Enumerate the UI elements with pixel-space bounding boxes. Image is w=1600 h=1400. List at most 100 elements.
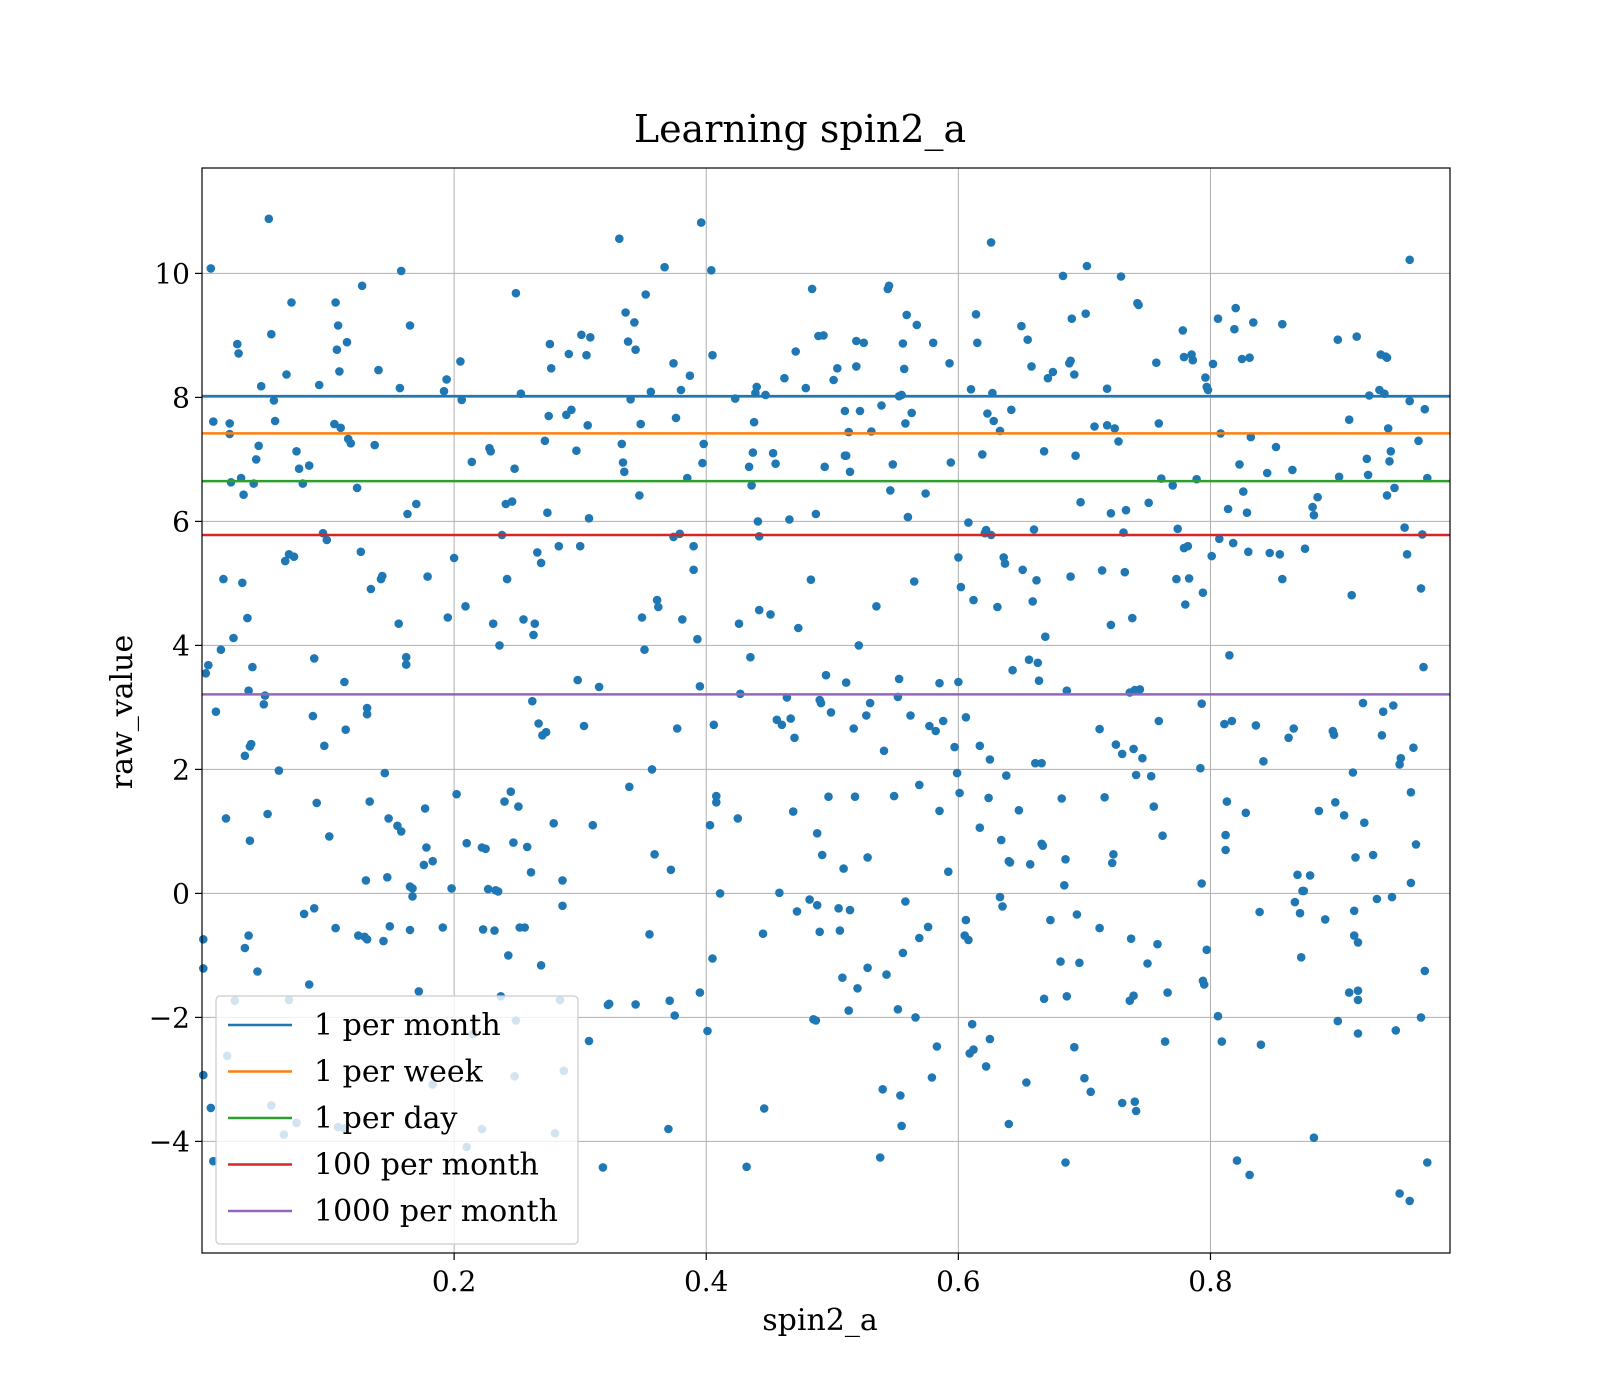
data-point [889, 791, 899, 801]
data-point [1154, 716, 1164, 726]
data-point [747, 481, 756, 490]
data-point [950, 742, 959, 752]
data-point [1071, 451, 1080, 461]
data-point [331, 298, 340, 307]
data-point [1056, 957, 1065, 966]
data-point [481, 844, 490, 854]
data-point [1353, 986, 1363, 995]
data-point [998, 902, 1007, 911]
data-point [598, 1163, 608, 1172]
legend-label: 1 per day [314, 1101, 458, 1136]
data-point [1221, 845, 1230, 855]
legend: 1 per month 1 per week 1 per day 100 per mo… [215, 995, 579, 1245]
data-point [911, 1013, 920, 1022]
data-point [1129, 991, 1138, 1000]
data-point [1416, 1013, 1426, 1022]
data-point [1057, 794, 1066, 803]
data-point [631, 1000, 640, 1009]
data-point [912, 320, 922, 330]
data-point [969, 595, 978, 605]
data-point [519, 615, 528, 624]
data-point [1382, 353, 1392, 363]
data-point [746, 652, 755, 662]
data-point [1420, 966, 1430, 976]
data-point [233, 339, 242, 349]
data-point [1134, 300, 1143, 310]
data-point [844, 427, 853, 437]
data-point [794, 623, 803, 633]
data-point [1284, 733, 1293, 743]
threshold-lines [202, 394, 1450, 696]
data-point [528, 696, 537, 706]
data-point [584, 1036, 594, 1046]
data-point [408, 892, 417, 901]
data-point [666, 865, 676, 875]
data-point [1405, 1196, 1414, 1206]
data-point [1179, 352, 1189, 362]
data-point [221, 814, 231, 823]
data-point [1000, 559, 1010, 568]
data-point [768, 448, 778, 458]
data-point [1070, 370, 1079, 379]
data-point [1160, 1037, 1170, 1046]
data-point [1389, 701, 1398, 710]
data-point [452, 789, 461, 799]
data-point [1131, 1106, 1141, 1116]
data-point [708, 350, 717, 360]
data-point [588, 820, 598, 830]
data-point [1196, 763, 1205, 773]
data-point [1117, 749, 1127, 759]
data-point [872, 602, 881, 611]
data-point [1037, 758, 1046, 768]
data-point [753, 517, 763, 526]
data-point [935, 806, 944, 816]
data-point [811, 509, 821, 519]
data-point [558, 901, 567, 911]
data-point [669, 359, 678, 368]
data-point [927, 1073, 937, 1082]
data-point [1168, 481, 1177, 490]
data-point [246, 739, 256, 749]
data-point [245, 836, 255, 845]
data-point [1121, 505, 1131, 515]
data-point [752, 382, 761, 392]
data-point [733, 814, 743, 823]
data-point [1360, 818, 1369, 827]
data-point [522, 842, 532, 852]
data-point [966, 385, 976, 394]
data-point [1110, 424, 1119, 433]
data-point [780, 373, 789, 383]
data-point [689, 565, 698, 575]
data-point [1352, 332, 1361, 341]
data-point [1221, 830, 1230, 840]
data-point [699, 439, 708, 449]
data-point [899, 364, 909, 374]
data-point [1046, 915, 1055, 925]
data-point [945, 359, 954, 368]
data-point [1217, 1037, 1227, 1046]
data-point [1024, 655, 1034, 664]
data-point [564, 349, 574, 359]
data-point [647, 765, 657, 774]
data-point [1385, 457, 1394, 466]
data-point [975, 741, 985, 751]
data-point [1300, 544, 1310, 553]
data-point [594, 682, 604, 692]
data-point [1409, 743, 1418, 752]
data-point [820, 462, 829, 472]
data-point [879, 746, 889, 756]
data-point [495, 641, 504, 650]
data-point [1278, 319, 1287, 329]
data-point [1227, 716, 1237, 726]
data-point [1081, 309, 1090, 319]
data-point [1130, 1097, 1140, 1106]
data-point [1344, 988, 1354, 997]
data-point [840, 406, 850, 416]
data-point [1339, 811, 1349, 820]
data-point [835, 926, 845, 935]
data-point [852, 336, 861, 346]
data-point [1086, 1087, 1095, 1097]
data-point [1237, 354, 1247, 364]
data-point [1038, 841, 1048, 850]
data-point [1347, 590, 1356, 600]
